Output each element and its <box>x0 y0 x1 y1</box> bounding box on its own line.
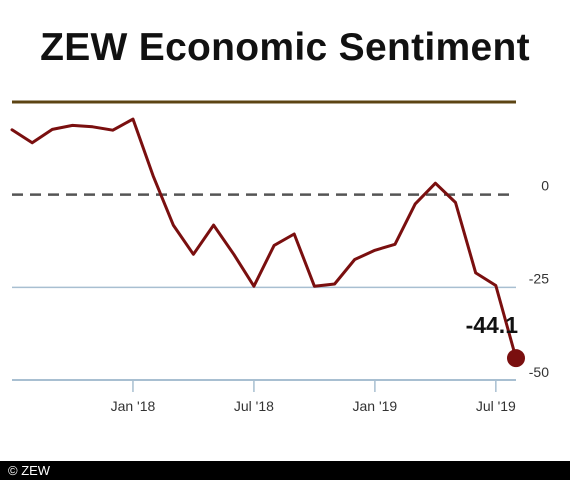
y-tick-label: 0 <box>541 178 549 194</box>
chart-title: ZEW Economic Sentiment <box>40 26 530 69</box>
x-tick-label: Jul '18 <box>234 398 274 414</box>
x-tick-label: Jan '19 <box>353 398 398 414</box>
x-tick-label: Jul '19 <box>476 398 516 414</box>
last-value-label: -44.1 <box>466 312 519 338</box>
x-tick-label: Jan '18 <box>111 398 156 414</box>
y-tick-label: -25 <box>529 270 549 286</box>
series-line <box>10 117 518 360</box>
y-tick-label: -50 <box>529 364 549 380</box>
line-chart: 0 -25 -50 Jan '18 Jul '18 Jan '19 Jul '19 -44.1 <box>10 100 549 414</box>
last-value-point <box>507 349 525 368</box>
copyright-footer: © ZEW <box>0 461 570 480</box>
